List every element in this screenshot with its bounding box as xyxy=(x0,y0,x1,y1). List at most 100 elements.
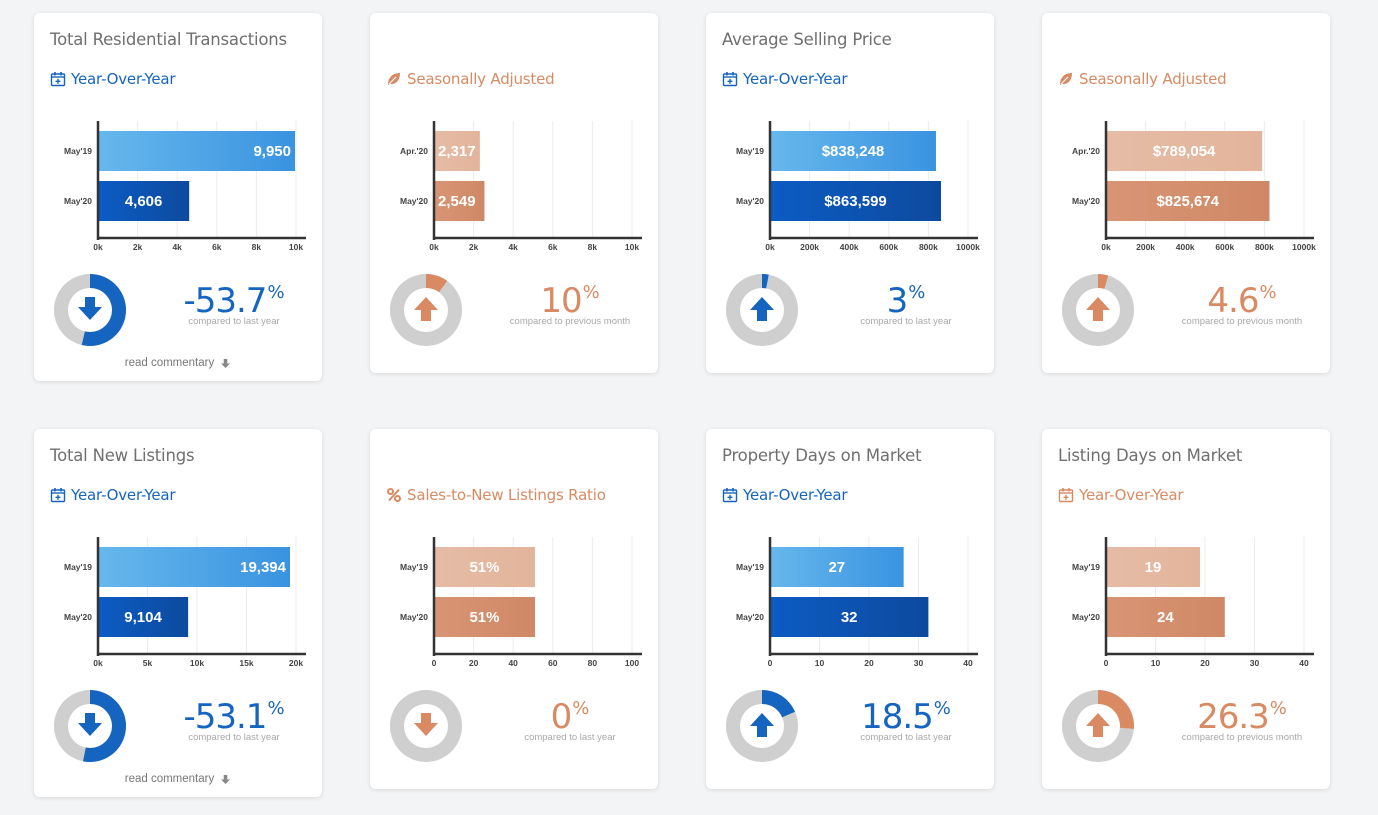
read-commentary-label: read commentary xyxy=(124,357,215,369)
change-comparison-label: compared to last year xyxy=(524,732,616,743)
bar[interactable] xyxy=(770,181,941,221)
leaf-icon xyxy=(1058,71,1074,87)
x-tick-label: 200k xyxy=(1136,242,1155,252)
change-comparison-label: compared to last year xyxy=(860,732,952,743)
card-title: Average Selling Price xyxy=(722,30,892,49)
bar[interactable] xyxy=(770,131,936,171)
bar[interactable] xyxy=(434,131,480,171)
card-title: Total New Listings xyxy=(50,446,195,465)
percent-sign: % xyxy=(933,698,951,719)
x-tick-label: 0k xyxy=(1101,242,1111,252)
bar[interactable] xyxy=(434,181,485,221)
leaf-icon xyxy=(386,71,402,87)
category-label: May'19 xyxy=(736,562,764,572)
category-label: May'20 xyxy=(736,612,764,622)
arrow-up-gauge-icon xyxy=(1062,274,1134,346)
x-tick-label: 0 xyxy=(432,658,437,668)
category-label: May'20 xyxy=(64,612,92,622)
stat-card: Listing Days on Market Year-Over-Year 0 10 2… xyxy=(1042,429,1330,789)
x-tick-label: 8k xyxy=(588,242,598,252)
x-tick-label: 4k xyxy=(172,242,182,252)
bar-value-label: 9,950 xyxy=(253,143,291,160)
card-title: Listing Days on Market xyxy=(1058,446,1243,465)
arrow-down-icon xyxy=(220,358,231,369)
category-label: May'19 xyxy=(400,562,428,572)
category-label: May'20 xyxy=(1072,612,1100,622)
x-tick-label: 6k xyxy=(212,242,222,252)
read-commentary-link[interactable]: read commentary xyxy=(34,357,322,369)
x-tick-label: 400k xyxy=(1176,242,1195,252)
x-tick-label: 5k xyxy=(143,658,153,668)
arrow-up-gauge-icon xyxy=(726,274,798,346)
read-commentary-label: read commentary xyxy=(124,773,215,785)
bar[interactable] xyxy=(1106,597,1225,637)
change-comparison-label: compared to previous month xyxy=(1181,732,1303,743)
x-tick-label: 15k xyxy=(239,658,253,668)
bar-value-label: 2,549 xyxy=(438,193,476,210)
card-subtitle-text: Year-Over-Year xyxy=(71,486,176,504)
x-tick-label: 0k xyxy=(93,242,103,252)
change-percent-value: 18.5 xyxy=(861,697,934,737)
bar[interactable] xyxy=(434,547,535,587)
card-subtitle-text: Seasonally Adjusted xyxy=(1079,70,1227,88)
bar-chart: 0k 5k 10k 15k 20k May'19 19,394 May'20 9,104 xyxy=(64,537,306,668)
x-tick-label: 0 xyxy=(768,658,773,668)
change-percent-value: 26.3 xyxy=(1197,697,1270,737)
x-tick-label: 40 xyxy=(508,658,518,668)
bar[interactable] xyxy=(770,597,929,637)
category-label: Apr.'20 xyxy=(400,146,428,156)
x-tick-label: 8k xyxy=(252,242,262,252)
bar[interactable] xyxy=(434,597,535,637)
change-comparison-label: compared to previous month xyxy=(509,316,631,327)
category-label: May'20 xyxy=(64,196,92,206)
category-label: May'19 xyxy=(1072,562,1100,572)
x-tick-label: 2k xyxy=(133,242,143,252)
card-subtitle: Year-Over-Year xyxy=(50,70,176,88)
x-tick-label: 400k xyxy=(840,242,859,252)
x-tick-label: 20k xyxy=(289,658,303,668)
card-subtitle: Year-Over-Year xyxy=(722,486,848,504)
change-percent: 18.5% xyxy=(826,691,986,735)
bar[interactable] xyxy=(98,597,189,637)
read-commentary-link[interactable]: read commentary xyxy=(34,773,322,785)
stat-card: Average Selling Price Year-Over-Year 0k 200… xyxy=(706,13,994,373)
bar-chart: 0k 200k 400k 600k 800k 1000k Apr.'20 $789,054 Ma… xyxy=(1072,121,1316,252)
bar-value-label: 4,606 xyxy=(125,193,163,210)
bar[interactable] xyxy=(770,547,904,587)
percent-sign: % xyxy=(1259,282,1277,303)
bar-chart: 0 10 20 30 40 May'19 19 May'20 24 xyxy=(1072,537,1314,668)
x-tick-label: 30 xyxy=(1250,658,1260,668)
change-comparison-label: compared to previous month xyxy=(1181,316,1303,327)
bar[interactable] xyxy=(1106,181,1270,221)
x-tick-label: 1000k xyxy=(1292,242,1316,252)
x-tick-label: 1000k xyxy=(956,242,980,252)
percent-sign: % xyxy=(1269,698,1287,719)
change-percent-value: 10 xyxy=(540,281,582,321)
change-percent: 26.3% xyxy=(1162,691,1322,735)
x-tick-label: 0k xyxy=(765,242,775,252)
bar[interactable] xyxy=(1106,547,1201,587)
arrow-up-gauge-icon xyxy=(1062,690,1134,762)
bar-value-label: 32 xyxy=(841,609,858,626)
card-subtitle-text: Year-Over-Year xyxy=(743,70,848,88)
bar[interactable] xyxy=(98,131,296,171)
x-tick-label: 2k xyxy=(469,242,479,252)
bar[interactable] xyxy=(1106,131,1263,171)
card-subtitle: Sales-to-New Listings Ratio xyxy=(386,486,606,504)
x-tick-label: 4k xyxy=(508,242,518,252)
change-summary: 18.5% compared to last year xyxy=(826,691,986,743)
x-tick-label: 40 xyxy=(1299,658,1309,668)
category-label: May'20 xyxy=(1072,196,1100,206)
bar[interactable] xyxy=(98,181,190,221)
stat-card: Total New Listings Year-Over-Year 0k 5k 10k 1… xyxy=(34,429,322,797)
x-tick-label: 40 xyxy=(963,658,973,668)
card-subtitle: Year-Over-Year xyxy=(722,70,848,88)
card-title: Total Residential Transactions xyxy=(50,30,287,49)
bar[interactable] xyxy=(98,547,291,587)
x-tick-label: 200k xyxy=(800,242,819,252)
x-tick-label: 10k xyxy=(625,242,639,252)
arrow-up-gauge-icon xyxy=(726,690,798,762)
x-tick-label: 0 xyxy=(1104,658,1109,668)
arrow-down-gauge-icon xyxy=(54,690,126,762)
bar-chart: 0k 200k 400k 600k 800k 1000k May'19 $838,248 May… xyxy=(736,121,980,252)
